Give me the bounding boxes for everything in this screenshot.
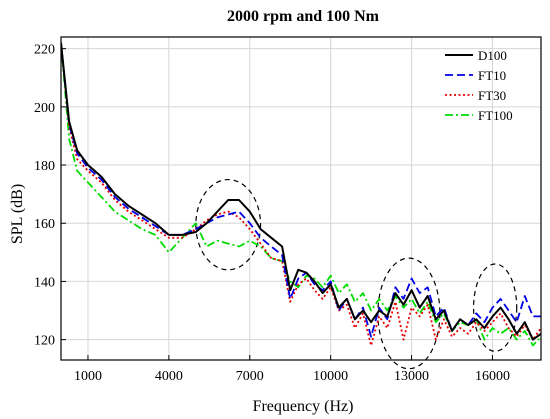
y-tick-label: 140	[34, 275, 55, 290]
legend-label-ft100: FT100	[478, 108, 513, 123]
x-tick-label: 1000	[74, 369, 102, 384]
y-tick-label: 180	[34, 159, 55, 174]
y-tick-label: 220	[34, 43, 55, 58]
x-tick-label: 10000	[313, 369, 348, 384]
y-axis-title: SPL (dB)	[9, 184, 26, 244]
x-tick-label: 13000	[394, 369, 429, 384]
axis-ticks: 1000 4000 7000 10000 13000 16000 120 140 160 180 2…	[34, 43, 510, 384]
highlight-ellipse	[195, 178, 262, 271]
x-tick-label: 7000	[236, 369, 264, 384]
legend: D100 FT10 FT30 FT100	[445, 48, 513, 123]
y-tick-label: 160	[34, 217, 55, 232]
x-axis-title: Frequency (Hz)	[253, 398, 354, 415]
grid-lines	[61, 37, 541, 360]
legend-label-d100: D100	[478, 48, 507, 63]
y-tick-label: 120	[34, 334, 55, 349]
legend-label-ft30: FT30	[478, 88, 506, 103]
highlight-ellipse	[472, 263, 518, 352]
plot-area-frame	[60, 36, 542, 361]
legend-label-ft10: FT10	[478, 68, 506, 83]
x-tick-label: 4000	[155, 369, 183, 384]
series-lines	[61, 42, 541, 347]
chart-title: 2000 rpm and 100 Nm	[227, 8, 380, 25]
x-tick-label: 16000	[475, 369, 510, 384]
series-line-d100	[61, 42, 541, 341]
series-line-ft10	[61, 42, 541, 338]
y-tick-label: 200	[34, 101, 55, 116]
